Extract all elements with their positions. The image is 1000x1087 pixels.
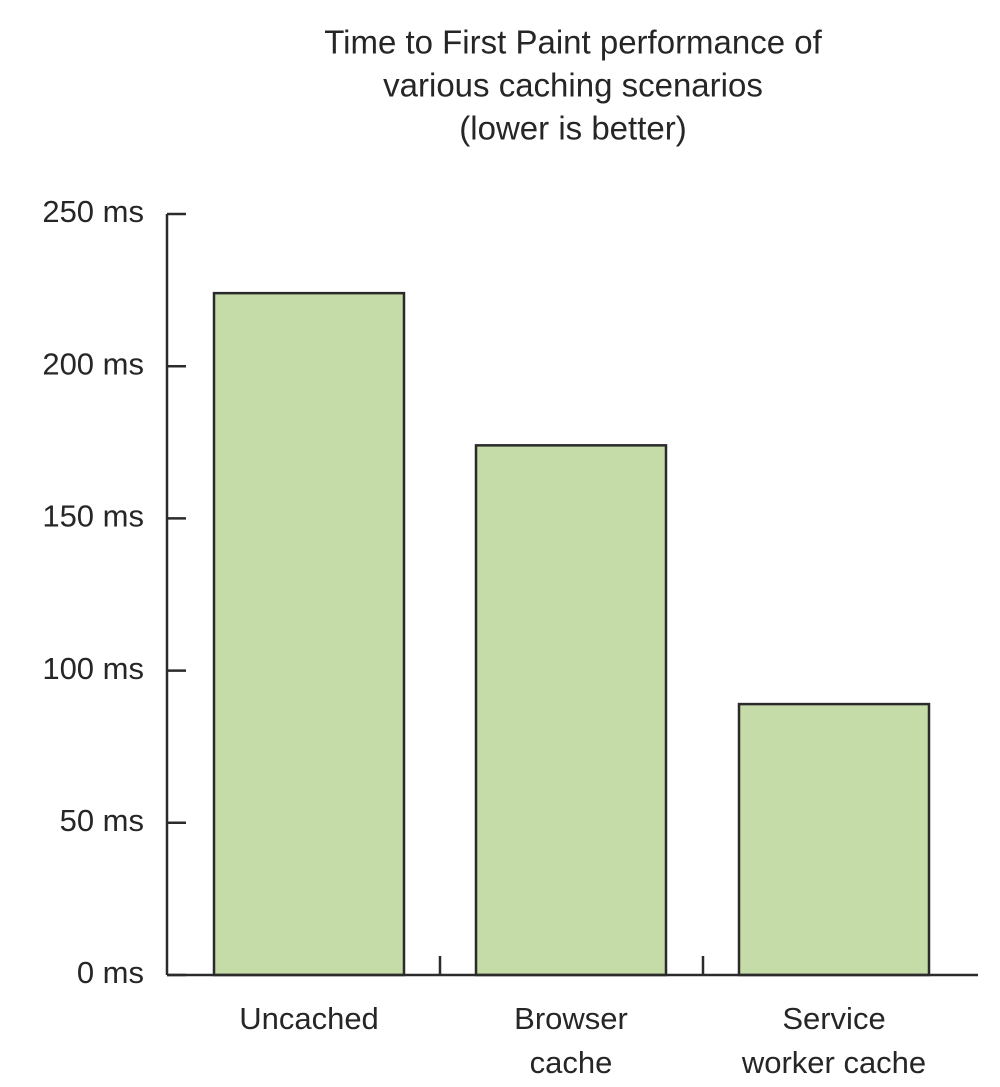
bar-2	[474, 444, 668, 977]
x-category-label: Browser	[514, 1001, 628, 1036]
y-tick-label: 150 ms	[42, 499, 144, 534]
x-axis: Uncached Browser cache Service worker cache	[167, 956, 978, 1080]
y-tick-label: 200 ms	[42, 346, 144, 381]
bar-1	[212, 291, 406, 977]
chart-title-line: various caching scenarios	[383, 67, 763, 104]
bars	[212, 291, 931, 977]
y-tick-label: 250 ms	[42, 194, 144, 229]
x-category-label: Uncached	[239, 1001, 379, 1036]
y-tick-label: 50 ms	[60, 803, 144, 838]
chart-title-line: Time to First Paint performance of	[324, 24, 822, 61]
y-axis: 0 ms 50 ms 100 ms 150 ms 200 ms 250 ms	[42, 194, 186, 990]
bar-3	[737, 702, 931, 977]
y-tick-label: 0 ms	[77, 955, 144, 990]
x-category-label: worker cache	[741, 1045, 926, 1080]
x-category-label: cache	[530, 1045, 613, 1080]
chart-title: Time to First Paint performance of variou…	[324, 24, 822, 147]
x-category-label: Service	[782, 1001, 885, 1036]
y-tick-label: 100 ms	[42, 651, 144, 686]
chart-title-line: (lower is better)	[459, 110, 686, 147]
